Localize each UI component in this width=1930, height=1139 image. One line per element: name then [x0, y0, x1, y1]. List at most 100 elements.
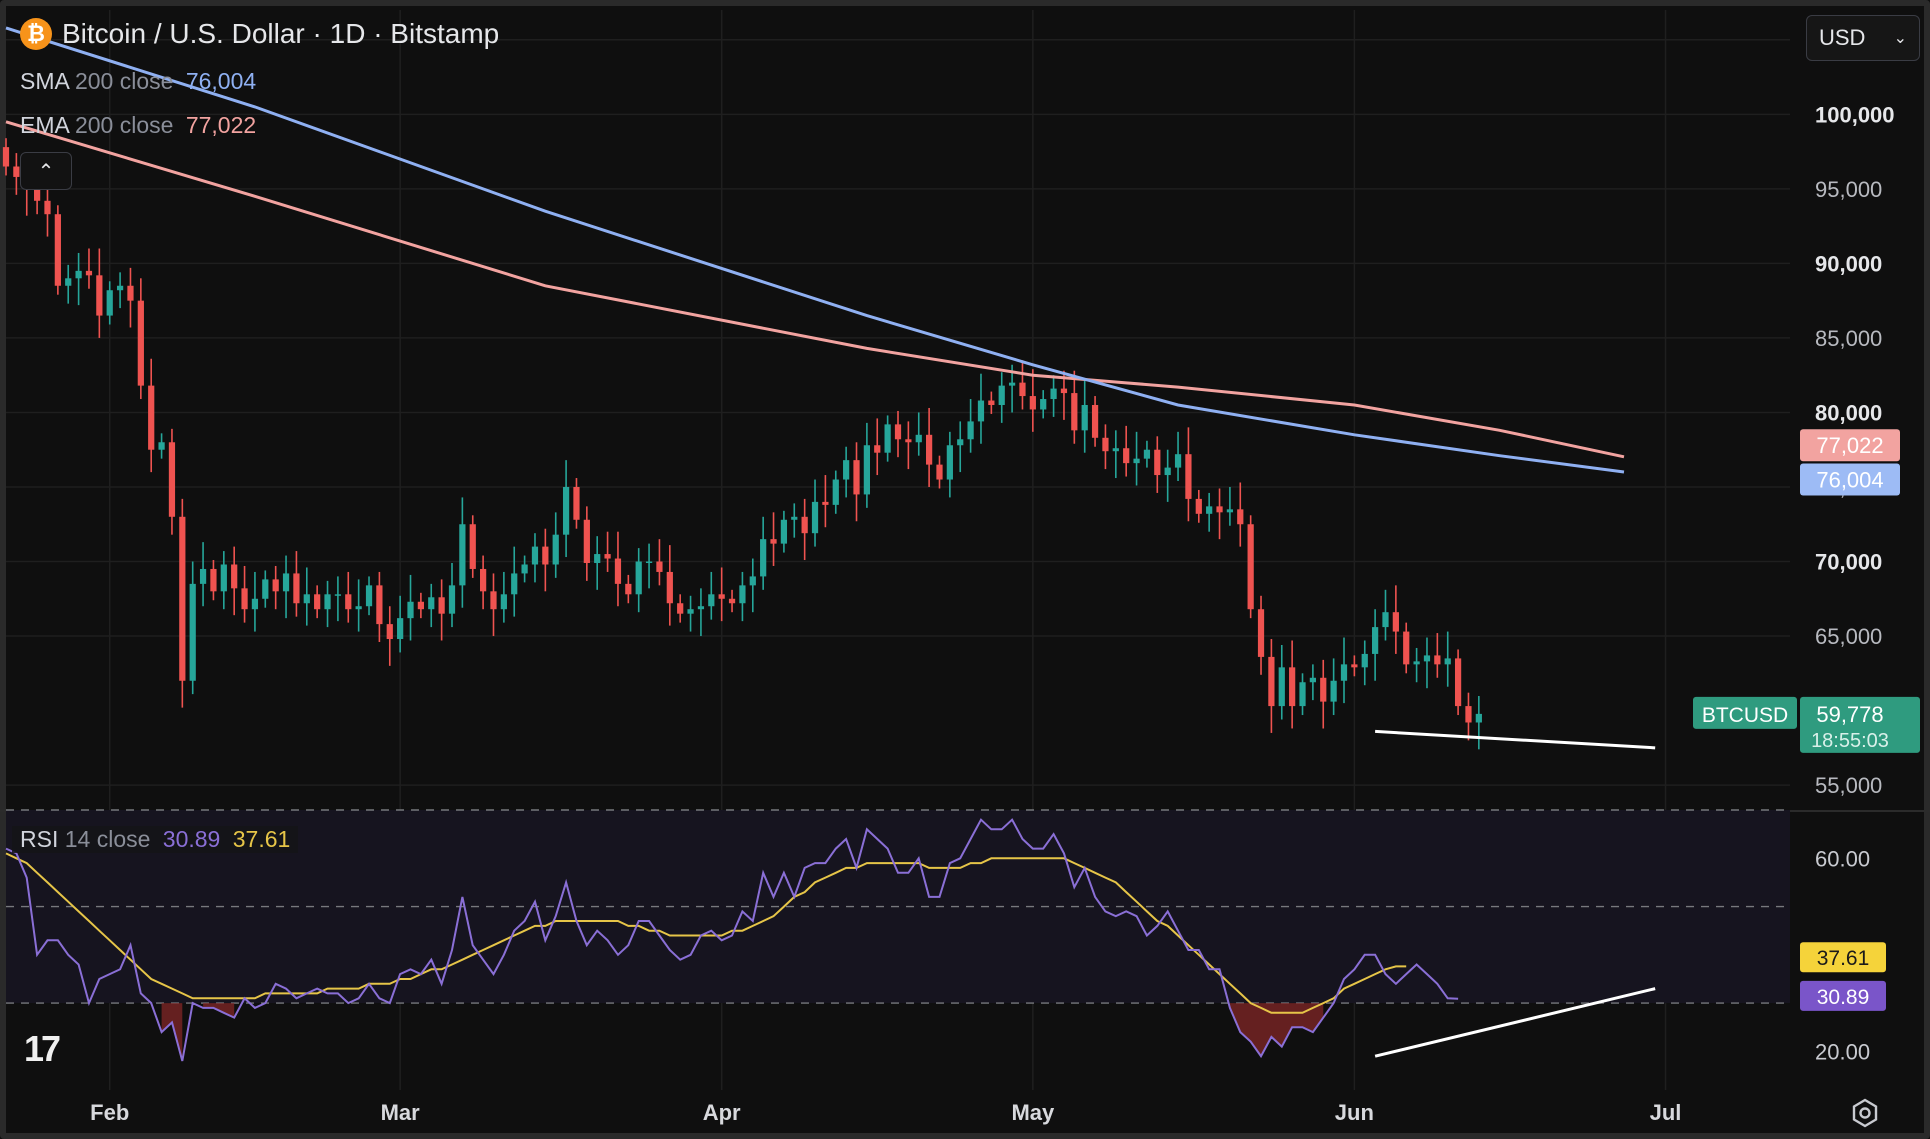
sma-200-line — [5, 26, 1625, 474]
candle-body — [1392, 612, 1399, 632]
candle — [791, 503, 798, 538]
currency-selector[interactable]: USD ⌄ — [1806, 15, 1920, 61]
candle — [1330, 658, 1337, 716]
candle-body — [1278, 667, 1285, 707]
candle-body — [583, 519, 590, 563]
candle-body — [905, 439, 912, 443]
candle — [1413, 647, 1420, 683]
candle — [1434, 633, 1441, 678]
rsi-legend-params: 14 close — [64, 826, 151, 852]
candle — [96, 248, 103, 338]
symbol-header[interactable]: ₿ Bitcoin / U.S. Dollar · 1D · Bitstamp — [20, 18, 499, 50]
candle — [718, 567, 725, 622]
candle-body — [1154, 449, 1161, 476]
rsi-oversold-fill — [161, 1003, 183, 1061]
sma-legend[interactable]: SMA 200 close 76,004 — [20, 68, 256, 95]
candle — [1392, 585, 1399, 654]
candle — [480, 555, 487, 610]
candle — [656, 539, 663, 586]
candle — [262, 570, 269, 608]
candle-body — [189, 583, 196, 681]
candle — [1216, 488, 1223, 540]
candle-body — [853, 460, 860, 495]
candle-body — [324, 594, 331, 610]
candle-body — [13, 166, 20, 177]
symbol-tag: BTCUSD — [1702, 704, 1788, 727]
candle — [1382, 589, 1389, 641]
candle-body — [1465, 706, 1472, 723]
candle — [614, 531, 622, 607]
candle-body — [1403, 631, 1410, 665]
candle-body — [1351, 664, 1358, 668]
candle — [1164, 449, 1171, 502]
candle-body — [926, 434, 933, 465]
candle-body — [770, 539, 777, 544]
ema-price-tag: 77,022 — [1816, 433, 1883, 458]
candle-body — [1081, 405, 1088, 431]
settings-gear-icon[interactable] — [1848, 1096, 1882, 1130]
candle-body — [1143, 449, 1151, 459]
tradingview-logo[interactable]: 17 — [24, 1028, 61, 1069]
rsi-legend-value: 30.89 — [162, 826, 221, 852]
candle-body — [1123, 448, 1130, 464]
candle-body — [562, 486, 570, 535]
candle-body — [438, 597, 445, 614]
candle — [1454, 649, 1462, 716]
candle-body — [490, 591, 497, 610]
chevron-up-icon: ⌃ — [37, 160, 55, 183]
candle — [365, 576, 373, 616]
candle-body — [355, 606, 362, 610]
candle-body — [428, 597, 435, 610]
candle — [314, 585, 321, 619]
candle-body — [1040, 399, 1047, 410]
candle-body — [832, 479, 839, 505]
y-tick-label: 85,000 — [1815, 326, 1882, 351]
candle-body — [977, 400, 985, 422]
price-support-trendline — [1375, 729, 1656, 750]
candle — [1278, 644, 1285, 720]
candle — [13, 153, 20, 195]
candle — [1289, 640, 1296, 729]
candle — [697, 588, 705, 637]
candle — [863, 422, 870, 508]
candle-body — [54, 214, 61, 286]
candle — [739, 571, 746, 622]
candle-body — [85, 270, 93, 276]
candle-body — [1216, 506, 1223, 513]
sma-price-tag: 76,004 — [1816, 468, 1883, 493]
candle-body — [1206, 506, 1213, 514]
ema-legend[interactable]: EMA 200 close 77,022 — [20, 112, 256, 139]
candle-body — [65, 278, 72, 286]
candle-body — [1019, 382, 1026, 397]
candle-body — [148, 385, 155, 450]
y-tick-label: 55,000 — [1815, 773, 1882, 798]
candle-body — [573, 486, 580, 520]
candle — [1247, 515, 1254, 619]
candle-body — [417, 601, 424, 610]
candle — [1361, 640, 1368, 686]
candle-body — [1226, 509, 1234, 513]
rsi-legend[interactable]: RSI 14 close 30.89 37.61 — [12, 826, 299, 853]
candle-body — [1060, 388, 1068, 394]
x-tick-label: Jun — [1335, 1100, 1374, 1125]
candle-body — [915, 434, 922, 443]
candle-body — [967, 421, 974, 440]
candle — [386, 606, 393, 666]
candle-body — [614, 558, 622, 584]
candle-body — [687, 609, 694, 614]
candle — [1019, 360, 1026, 410]
candle — [1372, 609, 1379, 681]
candle — [168, 428, 176, 535]
candle-body — [822, 501, 829, 505]
rsi-ma-legend-value: 37.61 — [232, 826, 291, 852]
candle — [148, 358, 155, 473]
candle — [998, 372, 1005, 423]
rsi-line — [5, 818, 1459, 1062]
ema-legend-name: EMA — [20, 112, 69, 138]
collapse-legend-button[interactable]: ⌃ — [20, 152, 72, 190]
candle-body — [760, 539, 767, 577]
candle-body — [604, 554, 611, 559]
candle — [531, 533, 539, 583]
